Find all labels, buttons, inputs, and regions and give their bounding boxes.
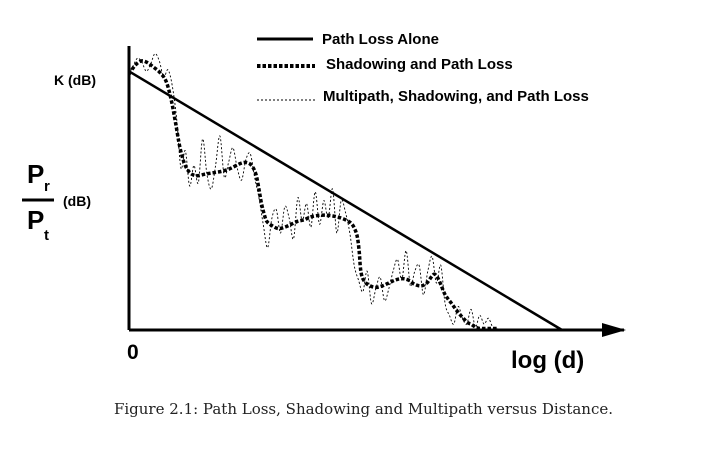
series-line-shadowing-and-path-loss [127, 59, 498, 331]
legend: Path Loss Alone Shadowing and Path Loss … [257, 31, 589, 105]
ylabel-numerator-sub: r [44, 178, 50, 195]
figure-caption: Figure 2.1: Path Loss, Shadowing and Mul… [113, 400, 614, 418]
ylabel-denominator-sub: t [44, 227, 49, 244]
path-loss-chart: Path Loss Alone Shadowing and Path Loss … [22, 31, 626, 374]
legend-label-path-loss: Path Loss Alone [322, 31, 439, 48]
series-layer [127, 53, 563, 332]
x-origin-label: 0 [127, 341, 139, 364]
ylabel-numerator: P [27, 159, 44, 189]
ylabel-unit: (dB) [63, 193, 91, 209]
legend-label-multipath: Multipath, Shadowing, and Path Loss [323, 88, 589, 105]
ylabel-denominator: P [27, 205, 44, 235]
series-line-path-loss-alone [128, 70, 563, 332]
legend-label-shadowing: Shadowing and Path Loss [326, 56, 513, 73]
series-line-multipath-shadowing-and-path-loss [128, 53, 498, 329]
y-marker-label: K (dB) [54, 72, 96, 88]
x-axis-label: log (d) [511, 347, 584, 374]
y-axis-label: P r P t (dB) [22, 159, 91, 244]
